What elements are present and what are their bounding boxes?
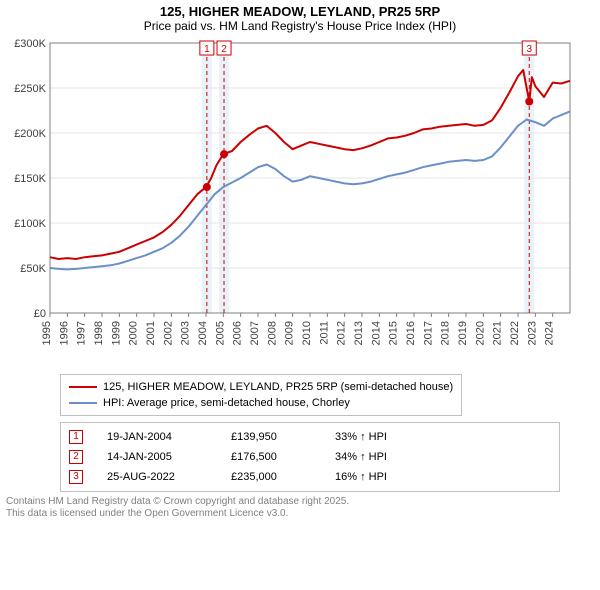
event-row: 2 14-JAN-2005 £176,500 34% ↑ HPI	[69, 447, 551, 467]
svg-text:2009: 2009	[284, 321, 296, 345]
svg-text:2016: 2016	[405, 321, 417, 345]
svg-text:2011: 2011	[318, 321, 330, 345]
svg-text:2001: 2001	[145, 321, 157, 345]
footnote-line: This data is licensed under the Open Gov…	[6, 508, 600, 520]
legend-swatch	[69, 386, 97, 388]
svg-text:2021: 2021	[492, 321, 504, 345]
svg-text:£100K: £100K	[14, 218, 46, 230]
svg-text:2002: 2002	[162, 321, 174, 345]
svg-text:2017: 2017	[422, 321, 434, 345]
legend-swatch	[69, 402, 97, 404]
svg-text:2014: 2014	[370, 321, 382, 345]
legend-label: 125, HIGHER MEADOW, LEYLAND, PR25 5RP (s…	[103, 379, 453, 395]
svg-text:£0: £0	[34, 308, 46, 320]
svg-text:1996: 1996	[58, 321, 70, 345]
svg-text:2010: 2010	[301, 321, 313, 345]
legend-row: 125, HIGHER MEADOW, LEYLAND, PR25 5RP (s…	[69, 379, 453, 395]
svg-text:2000: 2000	[128, 321, 140, 345]
svg-text:1997: 1997	[76, 321, 88, 345]
event-marker-icon: 3	[69, 470, 83, 484]
title-line2: Price paid vs. HM Land Registry's House …	[0, 19, 600, 33]
svg-text:2024: 2024	[544, 321, 556, 345]
footnote-line: Contains HM Land Registry data © Crown c…	[6, 496, 600, 508]
svg-text:2003: 2003	[180, 321, 192, 345]
event-price: £139,950	[231, 427, 311, 447]
svg-text:2004: 2004	[197, 321, 209, 345]
event-price: £235,000	[231, 467, 311, 487]
svg-text:1999: 1999	[110, 321, 122, 345]
svg-text:3: 3	[526, 44, 532, 55]
legend-row: HPI: Average price, semi-detached house,…	[69, 395, 453, 411]
event-delta: 16% ↑ HPI	[335, 467, 387, 487]
svg-text:2015: 2015	[388, 321, 400, 345]
event-date: 19-JAN-2004	[107, 427, 207, 447]
legend-box: 125, HIGHER MEADOW, LEYLAND, PR25 5RP (s…	[60, 374, 462, 416]
svg-text:£50K: £50K	[20, 263, 46, 275]
svg-text:2019: 2019	[457, 321, 469, 345]
event-row: 3 25-AUG-2022 £235,000 16% ↑ HPI	[69, 467, 551, 487]
svg-text:£150K: £150K	[14, 173, 46, 185]
svg-text:2: 2	[221, 44, 227, 55]
event-date: 14-JAN-2005	[107, 447, 207, 467]
svg-text:£200K: £200K	[14, 128, 46, 140]
event-price: £176,500	[231, 447, 311, 467]
event-row: 1 19-JAN-2004 £139,950 33% ↑ HPI	[69, 427, 551, 447]
event-date: 25-AUG-2022	[107, 467, 207, 487]
event-delta: 34% ↑ HPI	[335, 447, 387, 467]
svg-text:£300K: £300K	[14, 38, 46, 50]
svg-text:£250K: £250K	[14, 83, 46, 95]
svg-text:1998: 1998	[93, 321, 105, 345]
svg-text:2013: 2013	[353, 321, 365, 345]
title-line1: 125, HIGHER MEADOW, LEYLAND, PR25 5RP	[0, 4, 600, 19]
events-box: 1 19-JAN-2004 £139,950 33% ↑ HPI 2 14-JA…	[60, 422, 560, 492]
svg-text:2022: 2022	[509, 321, 521, 345]
event-marker-icon: 2	[69, 450, 83, 464]
legend-label: HPI: Average price, semi-detached house,…	[103, 395, 350, 411]
svg-text:2005: 2005	[214, 321, 226, 345]
chart-titles: 125, HIGHER MEADOW, LEYLAND, PR25 5RP Pr…	[0, 0, 600, 33]
svg-text:1995: 1995	[41, 321, 53, 345]
svg-text:1: 1	[204, 44, 210, 55]
svg-text:2023: 2023	[526, 321, 538, 345]
svg-text:2008: 2008	[266, 321, 278, 345]
svg-text:2012: 2012	[336, 321, 348, 345]
svg-text:2018: 2018	[440, 321, 452, 345]
event-delta: 33% ↑ HPI	[335, 427, 387, 447]
line-chart-svg: £0 £50K £100K £150K £200K £250K £300K 1995 1996 1…	[0, 33, 580, 363]
footnote: Contains HM Land Registry data © Crown c…	[6, 496, 600, 520]
svg-text:2006: 2006	[232, 321, 244, 345]
svg-text:2007: 2007	[249, 321, 261, 345]
chart-area: £0 £50K £100K £150K £200K £250K £300K 1995 1996 1…	[0, 33, 600, 368]
svg-text:2020: 2020	[474, 321, 486, 345]
event-marker-icon: 1	[69, 430, 83, 444]
